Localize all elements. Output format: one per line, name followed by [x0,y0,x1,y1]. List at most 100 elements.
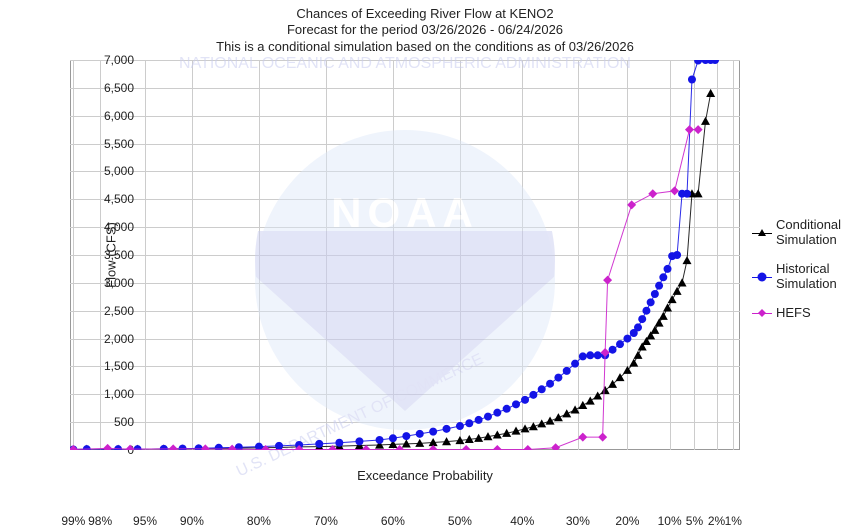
data-point-historical-simulation-22[interactable] [465,419,473,427]
data-point-conditional-simulation-36[interactable] [586,396,595,404]
data-point-historical-simulation-49[interactable] [659,273,667,281]
data-point-hefs-23[interactable] [685,125,694,134]
data-point-historical-simulation-46[interactable] [647,298,655,306]
data-point-hefs-1[interactable] [103,444,112,450]
x-tick-label-40%: 40% [510,514,534,528]
legend-item-hefs[interactable]: HEFS [752,306,850,321]
data-point-historical-simulation-26[interactable] [503,405,511,413]
data-point-historical-simulation-33[interactable] [563,367,571,375]
data-point-historical-simulation-18[interactable] [416,430,424,438]
data-point-historical-simulation-48[interactable] [655,282,663,290]
x-tick-label-2%: 2% [708,514,725,528]
legend-label-historical: Historical Simulation [776,262,850,292]
data-point-historical-simulation-47[interactable] [651,290,659,298]
data-point-historical-simulation-13[interactable] [335,439,343,447]
data-point-historical-simulation-23[interactable] [475,416,483,424]
data-point-historical-simulation-32[interactable] [554,374,562,382]
data-point-conditional-simulation-42[interactable] [629,359,638,367]
data-point-conditional-simulation-53[interactable] [678,278,687,286]
data-point-historical-simulation-35[interactable] [579,352,587,360]
x-tick-label-60%: 60% [381,514,405,528]
data-point-historical-simulation-41[interactable] [623,335,631,343]
data-point-hefs-24[interactable] [694,125,703,134]
legend-label-conditional: Conditional Simulation [776,218,850,248]
data-point-historical-simulation-43[interactable] [634,323,642,331]
data-point-conditional-simulation-50[interactable] [663,303,672,311]
data-point-conditional-simulation-32[interactable] [554,413,563,421]
data-point-hefs-14[interactable] [523,445,532,450]
data-point-historical-simulation-24[interactable] [484,413,492,421]
x-tick-label-5%: 5% [686,514,703,528]
data-point-historical-simulation-36[interactable] [586,351,594,359]
data-point-conditional-simulation-51[interactable] [668,295,677,303]
data-point-conditional-simulation-54[interactable] [683,256,692,264]
data-point-historical-simulation-44[interactable] [638,315,646,323]
data-point-historical-simulation-54[interactable] [683,190,691,198]
chart-legend: Conditional Simulation Historical Simula… [752,218,850,335]
data-point-conditional-simulation-43[interactable] [633,351,642,359]
x-tick-label-70%: 70% [314,514,338,528]
data-point-conditional-simulation-31[interactable] [546,417,555,425]
data-point-hefs-2[interactable] [126,445,135,450]
data-point-conditional-simulation-33[interactable] [562,409,571,417]
data-point-conditional-simulation-38[interactable] [601,386,610,394]
legend-label-hefs: HEFS [776,306,850,321]
line-conditional-simulation [73,93,710,449]
data-point-historical-simulation-10[interactable] [275,442,283,450]
data-series-svg [70,60,740,450]
data-point-historical-simulation-19[interactable] [429,428,437,436]
data-point-hefs-22[interactable] [670,186,679,195]
legend-item-historical-simulation[interactable]: Historical Simulation [752,262,850,292]
x-axis-label: Exceedance Probability [357,468,493,483]
data-point-historical-simulation-30[interactable] [538,385,546,393]
data-point-hefs-17[interactable] [598,433,607,442]
data-point-conditional-simulation-35[interactable] [578,401,587,409]
data-point-historical-simulation-52[interactable] [673,251,681,259]
data-point-historical-simulation-12[interactable] [315,440,323,448]
data-point-hefs-20[interactable] [627,200,636,209]
x-tick-label-30%: 30% [566,514,590,528]
data-point-conditional-simulation-29[interactable] [529,422,538,430]
data-point-conditional-simulation-30[interactable] [537,419,546,427]
data-point-historical-simulation-25[interactable] [493,409,501,417]
data-point-historical-simulation-17[interactable] [402,432,410,440]
data-point-historical-simulation-37[interactable] [594,351,602,359]
data-point-conditional-simulation-47[interactable] [650,326,659,334]
data-point-conditional-simulation-34[interactable] [571,405,580,413]
data-point-historical-simulation-20[interactable] [443,425,451,433]
data-point-hefs-15[interactable] [551,443,560,450]
title-line-1: Chances of Exceeding River Flow at KENO2 [0,6,850,22]
data-point-historical-simulation-40[interactable] [616,340,624,348]
data-point-conditional-simulation-57[interactable] [701,117,710,125]
data-point-historical-simulation-39[interactable] [609,346,617,354]
data-point-historical-simulation-31[interactable] [546,380,554,388]
data-point-conditional-simulation-58[interactable] [706,89,715,97]
data-point-hefs-19[interactable] [603,276,612,285]
data-point-historical-simulation-29[interactable] [529,391,537,399]
data-point-historical-simulation-21[interactable] [456,422,464,430]
data-point-hefs-3[interactable] [169,444,178,450]
data-point-historical-simulation-34[interactable] [571,360,579,368]
x-tick-label-10%: 10% [658,514,682,528]
title-line-2: Forecast for the period 03/26/2026 - 06/… [0,22,850,38]
data-point-historical-simulation-45[interactable] [642,307,650,315]
data-point-historical-simulation-15[interactable] [376,436,384,444]
data-point-hefs-16[interactable] [578,433,587,442]
data-point-historical-simulation-14[interactable] [355,437,363,445]
data-point-hefs-21[interactable] [648,189,657,198]
data-point-historical-simulation-50[interactable] [664,265,672,273]
data-point-conditional-simulation-52[interactable] [673,287,682,295]
data-point-hefs-12[interactable] [462,445,471,450]
triangle-marker-icon [758,229,766,236]
chart-title-block: Chances of Exceeding River Flow at KENO2… [0,0,850,55]
data-point-historical-simulation-28[interactable] [521,396,529,404]
data-point-historical-simulation-56[interactable] [694,60,702,65]
data-point-conditional-simulation-37[interactable] [593,391,602,399]
data-point-historical-simulation-55[interactable] [688,76,696,84]
chart-plot-area: NOAA NATIONAL OCEANIC AND ATMOSPHERIC AD… [70,60,740,450]
data-point-conditional-simulation-49[interactable] [659,312,668,320]
legend-item-conditional-simulation[interactable]: Conditional Simulation [752,218,850,248]
data-point-hefs-13[interactable] [493,445,502,450]
data-point-historical-simulation-27[interactable] [512,400,520,408]
data-point-historical-simulation-16[interactable] [389,434,397,442]
